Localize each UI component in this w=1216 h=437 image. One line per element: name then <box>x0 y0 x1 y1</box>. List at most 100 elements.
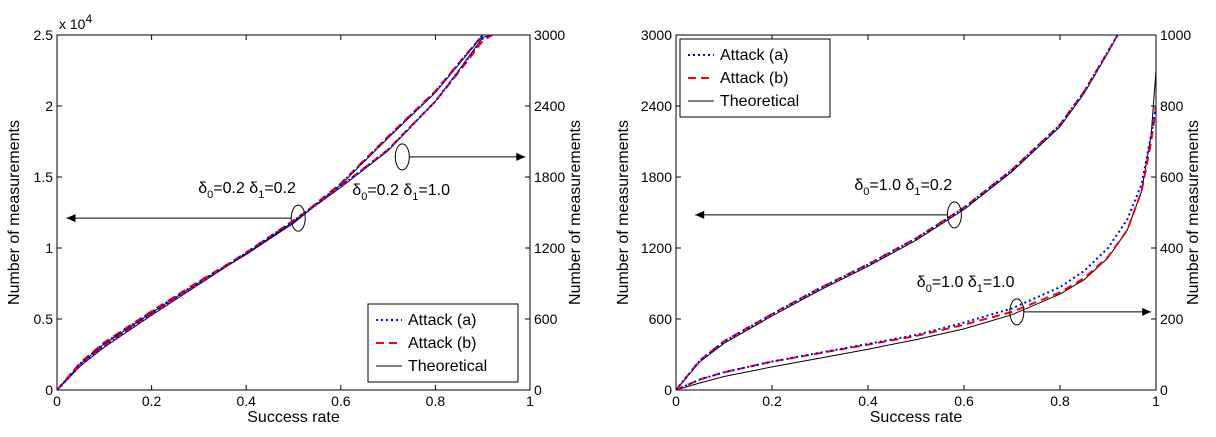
annotation-equals: = <box>921 177 930 194</box>
annotation-delta-sub: 0 <box>361 191 367 203</box>
y-left-tick-label: 3000 <box>641 27 672 43</box>
annotation-equals: = <box>932 274 941 291</box>
annotation-delta-symbol: δ <box>901 177 914 194</box>
legend-label: Attack (a) <box>720 47 788 64</box>
y-left-tick-label: 1.5 <box>34 169 54 185</box>
y-left-multiplier: x 104 <box>59 12 92 32</box>
y-left-axis-label: Number of measurements <box>615 120 632 305</box>
legend-label: Theoretical <box>720 93 799 110</box>
series-line-1-solid <box>676 70 1156 390</box>
annotation-d1-value: 1.0 <box>428 182 450 199</box>
x-tick-label: 0.6 <box>331 393 351 409</box>
y-left-multiplier-exponent: 4 <box>85 12 92 26</box>
x-tick-label: 1 <box>526 393 534 409</box>
y-left-tick-label: 0 <box>45 382 53 398</box>
x-axis-label: Success rate <box>870 409 963 426</box>
annotation-arrow-head <box>516 152 526 161</box>
y-right-tick-label: 1000 <box>1160 27 1191 43</box>
annotation-delta-symbol: δ <box>198 180 207 197</box>
y-right-tick-label: 2400 <box>534 98 565 114</box>
y-right-tick-label: 1800 <box>534 169 565 185</box>
annotation-equals: = <box>367 182 376 199</box>
annotation-d0-value: 1.0 <box>941 274 963 291</box>
y-right-tick-label: 0 <box>1160 382 1168 398</box>
y-right-tick-label: 600 <box>534 311 558 327</box>
legend-label: Theoretical <box>408 358 487 375</box>
y-left-tick-label: 1200 <box>641 240 672 256</box>
x-tick-label: 1 <box>1152 393 1160 409</box>
annotation-label: δ0=0.2 δ1=0.2 <box>198 180 296 201</box>
series-line-1-dotted <box>57 35 493 390</box>
y-left-tick-label: 1800 <box>641 169 672 185</box>
annotation-label: δ0=1.0 δ1=1.0 <box>917 274 1015 295</box>
series-line-1-dotted <box>676 105 1156 390</box>
legend-label: Attack (b) <box>720 70 788 87</box>
chart-left: 0 0.2 0.4 0.6 0.8 100.511.522.506001200180024… <box>6 12 584 426</box>
legend-label: Attack (b) <box>408 335 476 352</box>
series-line-0-dotted <box>676 35 1119 390</box>
x-tick-label: 0.4 <box>858 393 878 409</box>
annotation-label: δ0=1.0 δ1=0.2 <box>854 177 952 198</box>
annotation-delta-symbol: δ <box>963 274 976 291</box>
plot-frame <box>675 34 1157 391</box>
legend-label: Attack (a) <box>408 312 476 329</box>
y-left-tick-label: 2 <box>45 98 53 114</box>
y-right-tick-label: 400 <box>1160 240 1184 256</box>
y-left-multiplier-base: x 10 <box>59 16 86 32</box>
annotation-delta-symbol: δ <box>399 182 412 199</box>
y-left-tick-label: 600 <box>649 311 673 327</box>
x-tick-label: 0.6 <box>954 393 974 409</box>
annotation-arrow-head <box>66 214 76 223</box>
annotation-d1-value: 1.0 <box>992 274 1014 291</box>
y-left-axis-label: Number of measurements <box>6 120 23 305</box>
annotation-delta-sub: 1 <box>914 186 920 198</box>
annotation-equals: = <box>418 182 427 199</box>
annotation-d0-value: 0.2 <box>223 180 245 197</box>
y-right-axis-label: Number of measurements <box>1185 120 1202 305</box>
y-right-tick-label: 3000 <box>534 27 565 43</box>
series-line-0-dotted <box>57 35 484 390</box>
y-left-tick-label: 0.5 <box>34 311 54 327</box>
y-right-tick-label: 0 <box>534 382 542 398</box>
plot-frame <box>56 34 531 391</box>
y-right-tick-label: 200 <box>1160 311 1184 327</box>
series-line-0-solid <box>676 35 1119 390</box>
annotation-delta-sub: 1 <box>258 189 264 201</box>
y-right-tick-label: 1200 <box>534 240 565 256</box>
annotation-equals: = <box>983 274 992 291</box>
y-right-tick-label: 800 <box>1160 98 1184 114</box>
annotation-label: δ0=0.2 δ1=1.0 <box>352 182 450 203</box>
y-left-tick-label: 2.5 <box>34 27 54 43</box>
y-right-axis-label: Number of measurements <box>567 120 584 305</box>
y-left-tick-label: 2400 <box>641 98 672 114</box>
series-line-1-dashed <box>676 105 1156 390</box>
annotation-arrow-head <box>1142 307 1152 316</box>
y-left-tick-label: 1 <box>45 240 53 256</box>
annotation-equals: = <box>869 177 878 194</box>
annotation-delta-sub: 0 <box>863 186 869 198</box>
annotation-equals: = <box>213 180 222 197</box>
chart-right: 0 0.2 0.4 0.6 0.8 106001200180024003000020040… <box>615 27 1202 426</box>
x-tick-label: 0 <box>53 393 61 409</box>
annotation-delta-sub: 0 <box>207 189 213 201</box>
annotation-equals: = <box>264 180 273 197</box>
x-tick-label: 0.4 <box>236 393 256 409</box>
annotation-delta-sub: 1 <box>977 283 983 295</box>
annotation-d1-value: 0.2 <box>930 177 952 194</box>
annotation-d0-value: 0.2 <box>377 182 399 199</box>
x-axis-label: Success rate <box>247 409 340 426</box>
x-tick-label: 0.2 <box>762 393 782 409</box>
y-left-tick-label: 0 <box>664 382 672 398</box>
annotation-d0-value: 1.0 <box>879 177 901 194</box>
annotation-delta-sub: 0 <box>926 283 932 295</box>
annotation-d1-value: 0.2 <box>274 180 296 197</box>
annotation-arrow-head <box>695 210 705 219</box>
annotation-delta-symbol: δ <box>352 182 361 199</box>
x-tick-label: 0.8 <box>1050 393 1070 409</box>
annotation-delta-sub: 1 <box>412 191 418 203</box>
x-tick-label: 0.2 <box>142 393 162 409</box>
x-tick-label: 0.8 <box>426 393 446 409</box>
x-tick-label: 0 <box>672 393 680 409</box>
annotation-delta-symbol: δ <box>854 177 863 194</box>
